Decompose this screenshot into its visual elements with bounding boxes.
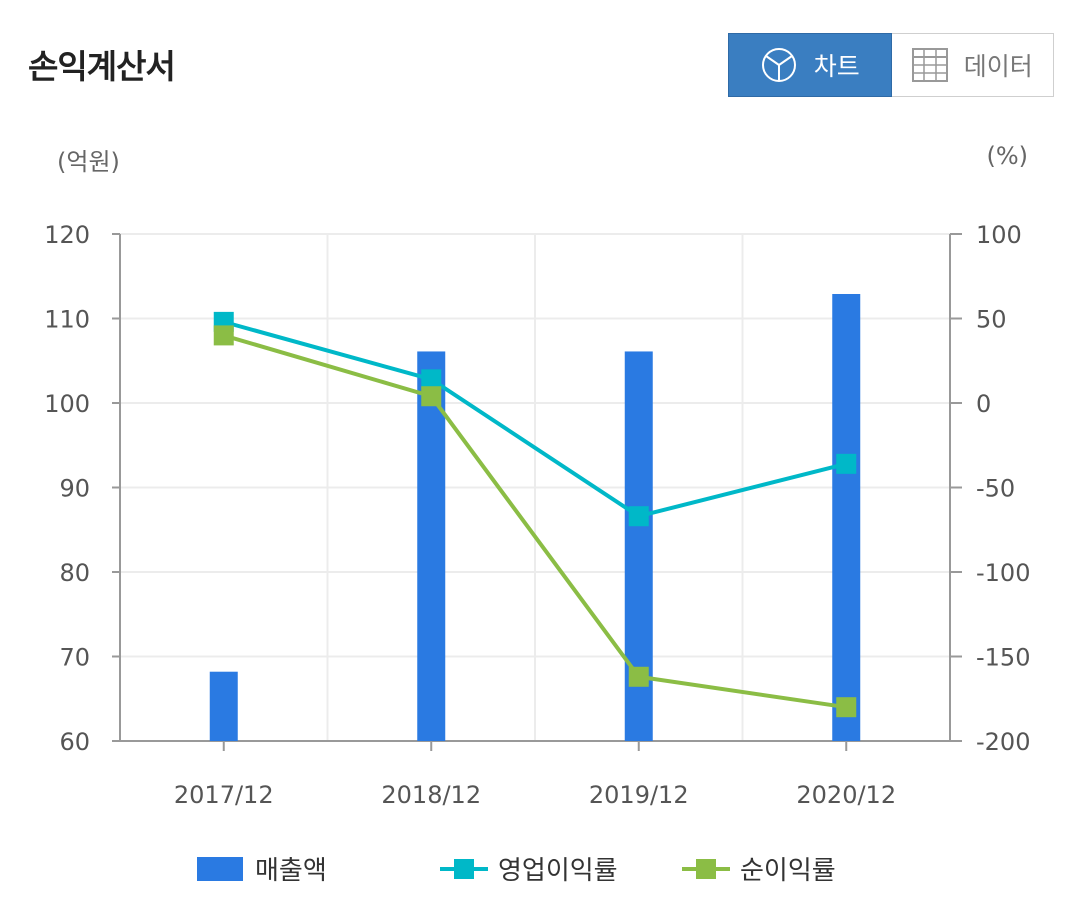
legend-line-swatch-operating [440,857,488,881]
point-net-margin [213,325,234,346]
legend-item-operating-margin[interactable]: 영업이익률 [440,850,618,887]
legend-bar-swatch [197,856,243,881]
point-operating-margin [628,506,649,527]
y-right-tick-label: -50 [976,475,1015,503]
x-tick-label: 2017/12 [174,781,274,809]
y-right-tick-label: -200 [976,728,1030,756]
point-operating-margin [421,369,442,390]
legend-label-net-margin: 순이익률 [740,856,836,886]
y-right-tick-label: 50 [976,306,1007,334]
bar-sales [832,293,861,741]
y-left-tick-label: 120 [44,221,90,249]
legend-label-sales: 매출액 [255,856,327,886]
x-tick-label: 2020/12 [796,781,896,809]
page-title: 손익계산서 [28,47,176,86]
y-right-tick-label: -100 [976,559,1030,587]
x-tick-label: 2019/12 [589,781,689,809]
legend-item-sales[interactable]: 매출액 [197,850,327,887]
y-left-tick-label: 90 [59,475,90,503]
x-tick-label: 2018/12 [381,781,481,809]
left-axis-unit: (억원) [57,148,120,176]
point-operating-margin [836,453,857,474]
point-net-margin [421,386,442,407]
y-left-tick-label: 70 [59,644,90,672]
bar-sales [209,671,238,741]
y-left-tick-label: 80 [59,559,90,587]
line-operating-margin [223,319,847,519]
data-view-button[interactable]: 데이터 [891,33,1054,97]
y-left-tick-label: 110 [44,306,90,334]
y-right-tick-label: 0 [976,390,991,418]
chart-legend: 매출액 영업이익률 순이익률 [0,850,1080,890]
bar-sales [417,351,446,741]
right-axis-unit: (%) [986,142,1028,170]
view-toggle: 차트 데이터 [728,33,1054,97]
data-view-label: 데이터 [963,52,1033,81]
y-right-tick-label: -150 [976,644,1030,672]
legend-line-swatch-net [682,857,730,881]
point-net-margin [836,697,857,718]
table-grid-icon [911,48,948,82]
y-left-tick-label: 60 [59,728,90,756]
legend-item-net-margin[interactable]: 순이익률 [682,850,836,887]
legend-label-operating-margin: 영업이익률 [498,856,618,886]
point-net-margin [628,666,649,687]
chart-view-button[interactable]: 차트 [728,33,892,97]
y-left-tick-label: 100 [44,390,90,418]
pie-chart-icon [761,48,796,82]
line-net-margin [223,333,847,710]
chart-view-label: 차트 [813,52,860,81]
income-statement-chart: 60 70 80 90 100 110 120 -200 -150 -100 -50 0 50 100 20… [44,221,1030,809]
y-right-tick-label: 100 [976,221,1022,249]
